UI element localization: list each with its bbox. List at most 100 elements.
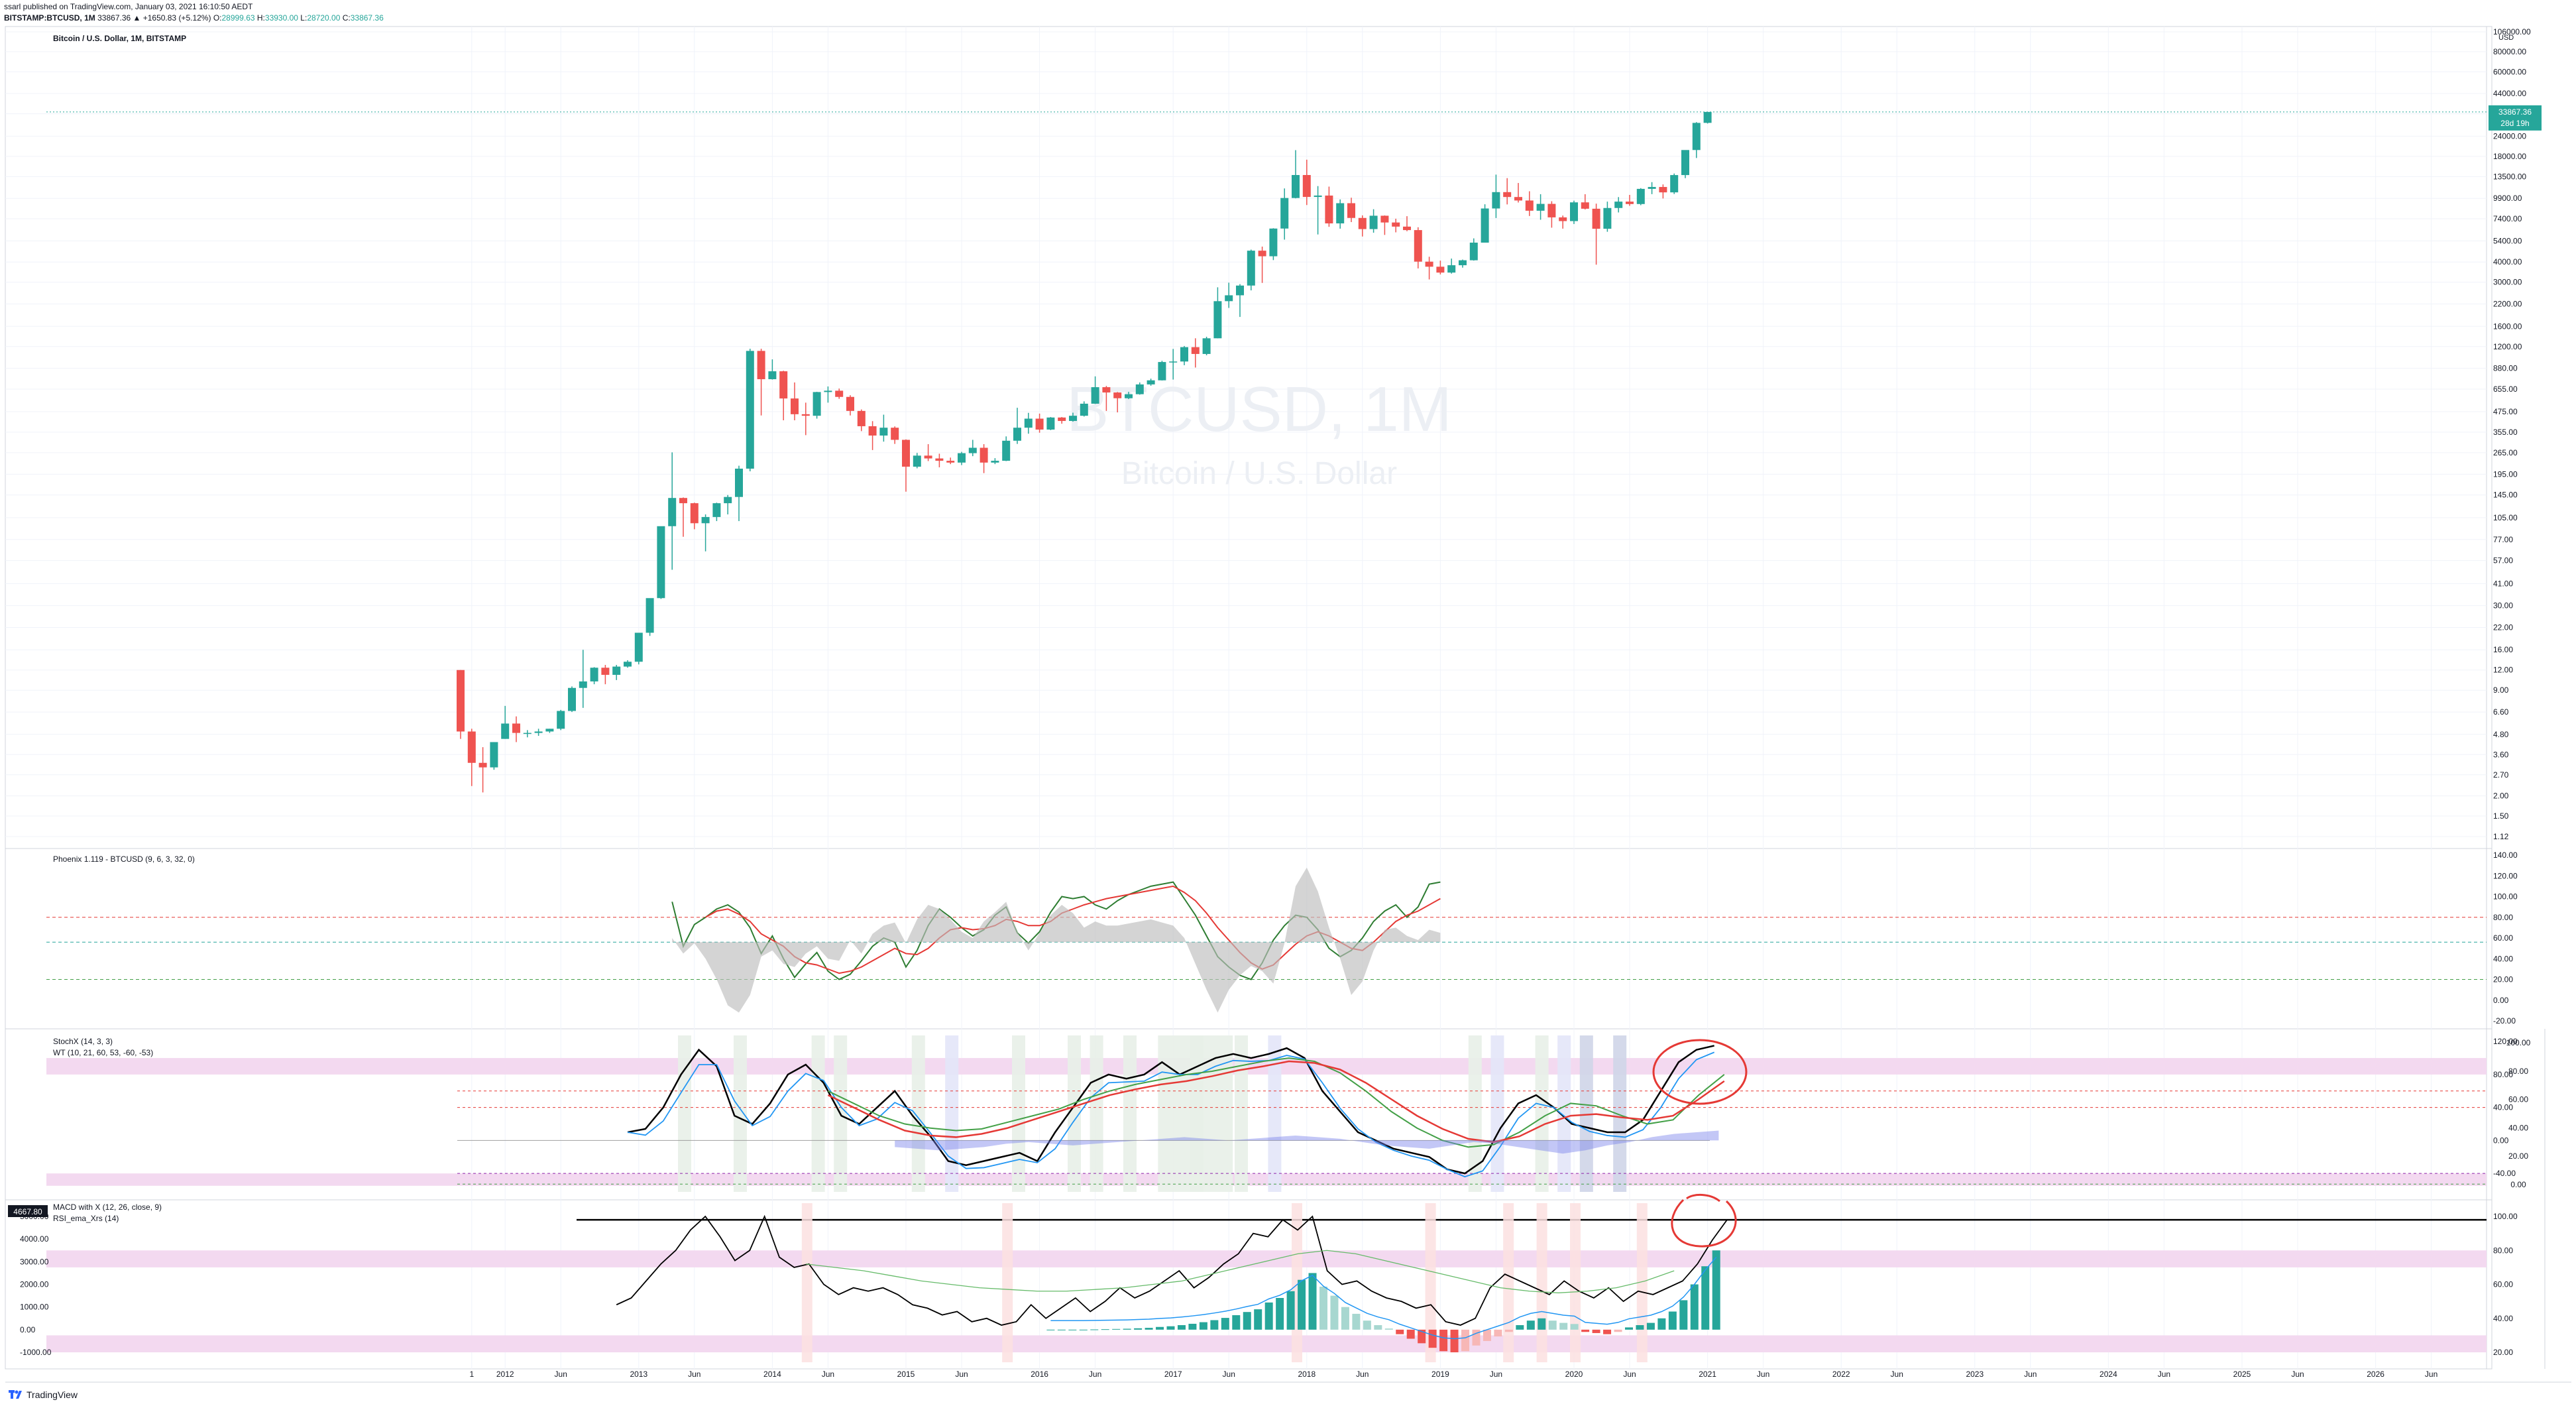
macd-bar — [1494, 1329, 1502, 1337]
macd-shade-col — [1570, 1203, 1581, 1362]
candle-body — [1091, 387, 1099, 404]
price-tick-label: 80000.00 — [2493, 47, 2526, 56]
stoch-shade-col — [678, 1035, 691, 1192]
phoenix-tick-label: 140.00 — [2493, 851, 2518, 860]
price-change: 33867.36 ▲ +1650.83 (+5.12%) — [97, 13, 211, 23]
rsi-line — [616, 1214, 1728, 1326]
phoenix-tick-label: 20.00 — [2493, 975, 2513, 984]
candle-body — [1581, 202, 1589, 209]
price-tick-label: 9.00 — [2493, 685, 2509, 695]
macd-bar — [1679, 1300, 1688, 1330]
candle-body — [590, 668, 598, 681]
macd-bar — [1308, 1273, 1317, 1330]
stoch-os-band — [46, 1173, 2487, 1186]
candle-body — [1135, 384, 1144, 394]
watermark-symbol: BTCUSD, 1M — [1066, 374, 1451, 445]
candle-body — [1536, 204, 1545, 211]
price-tick-label: 655.00 — [2493, 384, 2518, 394]
candle-body — [1002, 440, 1011, 461]
x-tick-label: Jun — [688, 1370, 700, 1379]
macd-bar — [1374, 1325, 1382, 1330]
macd-tick-label: 4000.00 — [20, 1234, 49, 1244]
candle-body — [1247, 251, 1255, 286]
candle-body — [1102, 387, 1111, 393]
price-tick-label: 6.60 — [2493, 707, 2509, 717]
candle-body — [779, 371, 788, 399]
wt-green-line — [827, 1057, 1725, 1148]
macd-bar — [1428, 1329, 1437, 1348]
x-tick-label: Jun — [822, 1370, 834, 1379]
macd-bar — [1461, 1329, 1470, 1352]
macd-bar — [1646, 1322, 1655, 1330]
price-tick-label: 1600.00 — [2493, 322, 2522, 331]
candle-body — [768, 371, 777, 380]
price-tick-label: 22.00 — [2493, 623, 2513, 632]
candle-body — [679, 498, 687, 504]
candle-body — [991, 461, 999, 463]
wt-wave-area — [895, 1130, 1719, 1154]
candles[interactable] — [457, 111, 1712, 793]
macd-bar — [1657, 1318, 1666, 1330]
price-tick-label: 7400.00 — [2493, 214, 2522, 223]
x-tick-label: Jun — [955, 1370, 968, 1379]
macd-bar — [1504, 1329, 1513, 1332]
stoch-k-line — [627, 1045, 1714, 1175]
open-value: 28999.63 — [221, 13, 255, 23]
candle-body — [1180, 347, 1188, 362]
candle-body — [735, 468, 743, 497]
macd-bar — [1636, 1325, 1644, 1330]
candle-body — [1202, 338, 1211, 354]
stoch-tick-label: 120.00 — [2493, 1037, 2518, 1046]
last-price-tag — [2489, 105, 2542, 131]
candle-body — [612, 666, 621, 675]
macd-bar — [1264, 1302, 1273, 1330]
phoenix-title: Phoenix 1.119 - BTCUSD (9, 6, 3, 32, 0) — [53, 854, 195, 864]
candle-body — [1269, 228, 1278, 257]
macd-shade-col — [1536, 1203, 1547, 1362]
symbol-label: BITSTAMP:BTCUSD, 1M — [4, 13, 95, 23]
candle-body — [1603, 207, 1612, 229]
price-tick-label: 106000.00 — [2493, 27, 2531, 36]
stoch-shade-col — [1557, 1035, 1571, 1192]
candle-body — [1614, 202, 1623, 208]
candle-body — [891, 428, 899, 440]
wt-red-line — [827, 1060, 1725, 1144]
x-tick-label: Jun — [1891, 1370, 1903, 1379]
price-tick-label: 5400.00 — [2493, 236, 2522, 245]
candle-body — [1169, 361, 1178, 363]
candle-body — [557, 711, 565, 729]
candle-body — [1425, 261, 1433, 267]
grid-lines — [5, 27, 2487, 1369]
candle-body — [1570, 202, 1578, 221]
macd-pane[interactable] — [5, 1199, 2492, 1370]
candle-body — [1369, 215, 1378, 229]
macd-bar — [1254, 1309, 1262, 1330]
macd-bar — [1145, 1328, 1153, 1330]
candle-body — [846, 396, 854, 411]
stoch-shade-col — [1068, 1035, 1081, 1192]
phoenix-tick-label: 80.00 — [2493, 913, 2513, 922]
x-tick-label: 1 — [469, 1370, 474, 1379]
stoch-shade-col — [1579, 1035, 1593, 1192]
stoch-shade-col — [911, 1035, 925, 1192]
price-tick-label: 60000.00 — [2493, 67, 2526, 76]
candle-body — [712, 503, 721, 517]
price-tick-label: 265.00 — [2493, 448, 2518, 457]
candle-body — [1280, 198, 1289, 229]
price-tick-label: 355.00 — [2493, 428, 2518, 437]
price-tick-label: 13500.00 — [2493, 172, 2526, 181]
macd-shade-col — [801, 1203, 812, 1362]
macd-bar — [1319, 1286, 1327, 1330]
stoch-shade-block — [1158, 1035, 1233, 1192]
candle-body — [968, 447, 977, 453]
candle-body — [1492, 192, 1500, 209]
stoch-right-tick-label: 60.00 — [2508, 1095, 2528, 1104]
macd-bar — [1439, 1329, 1448, 1352]
price-tick-label: 2.00 — [2493, 792, 2509, 801]
candle-body — [835, 390, 844, 397]
x-tick-label: 2016 — [1031, 1370, 1048, 1379]
candle-body — [1414, 230, 1422, 262]
x-tick-label: 2023 — [1966, 1370, 1984, 1379]
candle-body — [545, 729, 554, 732]
